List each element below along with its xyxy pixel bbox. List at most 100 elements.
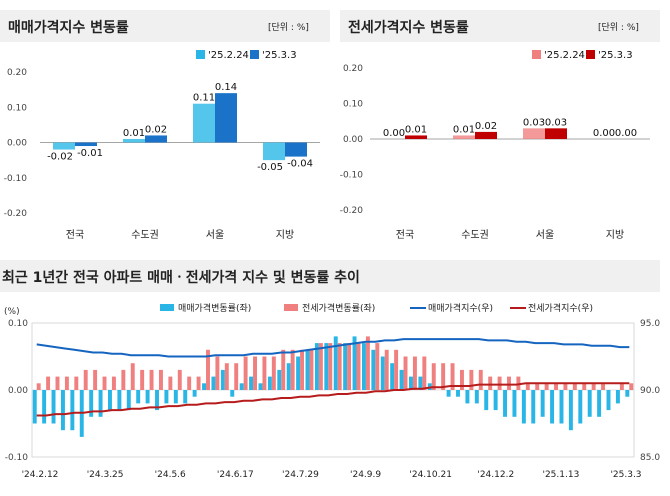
- bar-sale-change: [108, 390, 112, 411]
- bar-sale-change: [606, 390, 611, 411]
- bar-rent-change: [544, 383, 549, 390]
- y-left-tick-label: 0.00: [8, 386, 28, 396]
- bar-sale-change: [70, 390, 75, 431]
- bar-rent-change: [629, 383, 634, 390]
- data-label: 0.01: [405, 124, 427, 135]
- bar-sale-change: [484, 390, 489, 411]
- bar-sale-change: [51, 390, 56, 424]
- x-tick-label: '24.7.29: [282, 470, 319, 480]
- bar-sale-change: [220, 369, 225, 390]
- bar-rent-change: [55, 376, 60, 390]
- bar-rent-change: [516, 376, 521, 390]
- bar-sale-change: [314, 343, 319, 390]
- data-label: 0.01: [453, 124, 475, 135]
- bar-sale-change: [267, 376, 272, 390]
- data-label: 0.00: [383, 128, 405, 139]
- bar-sale-change: [568, 390, 573, 431]
- trend-panel: 최근 1년간 전국 아파트 매매ㆍ전세가격 지수 및 변동률 추이 (%) 매매…: [0, 260, 660, 480]
- bar-sale-change: [446, 390, 451, 397]
- bar-prev: [123, 138, 145, 143]
- bar-prev: [193, 103, 215, 143]
- y-tick-label: -0.10: [340, 171, 364, 181]
- rent-panel-title: 전세가격지수 변동률: [348, 19, 469, 36]
- bar-rent-change: [563, 383, 568, 390]
- category-label: 서울: [206, 229, 224, 241]
- bar-sale-change: [286, 363, 291, 390]
- legend-label: 전세가격변동률(좌): [302, 302, 375, 314]
- bar-rent-change: [318, 343, 323, 390]
- bar-sale-change: [615, 390, 620, 404]
- sale-panel-unit: [단위 : %]: [268, 22, 309, 33]
- bar-rent-change: [375, 343, 380, 390]
- rent-change-panel: 전세가격지수 변동률 [단위 : %] '25.2.24 '25.3.3 0.20…: [340, 10, 660, 241]
- x-tick-label: '24.9.9: [350, 470, 381, 480]
- bar-rent-change: [253, 356, 257, 390]
- bar-sale-change: [352, 336, 357, 390]
- bar-rent-change: [93, 369, 98, 390]
- y-tick-label: 0.20: [343, 64, 363, 74]
- trend-panel-header: [0, 260, 660, 292]
- data-label: -0.04: [287, 159, 313, 170]
- bar-sale-change: [324, 343, 329, 390]
- bar-sale-change: [465, 390, 470, 404]
- bar-rent-change: [431, 363, 436, 390]
- legend-swatch: [284, 304, 298, 311]
- bar-rent-change: [619, 383, 624, 390]
- bar-rent-change: [74, 376, 79, 390]
- bar-rent-change: [384, 349, 389, 390]
- sale-index-line: [36, 338, 630, 358]
- rent-index-line: [36, 382, 630, 417]
- data-label: 0.14: [215, 82, 237, 93]
- bar-rent-change: [121, 369, 126, 390]
- bar-rent-change: [290, 349, 295, 390]
- bar-sale-change: [98, 390, 103, 417]
- bar-sale-change: [183, 390, 188, 404]
- category-label: 전국: [396, 229, 414, 241]
- bar-rent-change: [422, 356, 427, 390]
- bar-sale-change: [42, 390, 47, 424]
- bar-rent-change: [572, 383, 577, 390]
- x-tick-label: '25.3.3: [610, 470, 641, 480]
- bar-curr: [545, 128, 567, 139]
- x-tick-label: '24.2.12: [22, 470, 59, 480]
- bar-rent-change: [83, 369, 88, 390]
- bar-rent-change: [177, 369, 182, 390]
- legend-label: '25.2.24: [208, 50, 249, 61]
- bar-rent-change: [441, 363, 446, 390]
- y-right-tick-label: 85.0: [640, 453, 660, 463]
- bar-rent-change: [525, 383, 530, 390]
- bar-curr: [475, 131, 497, 139]
- bar-rent-change: [196, 376, 201, 390]
- bar-sale-change: [399, 369, 404, 390]
- data-label: 0.01: [123, 128, 145, 139]
- data-label: 0.02: [475, 121, 497, 132]
- bar-rent-change: [46, 376, 51, 390]
- bar-sale-change: [202, 383, 207, 390]
- bar-rent-change: [64, 376, 69, 390]
- legend-swatch: [160, 304, 174, 311]
- bar-sale-change: [136, 390, 141, 404]
- bar-sale-change: [89, 390, 94, 417]
- bar-rent-change: [36, 383, 41, 390]
- y-right-tick-label: 95.0: [640, 319, 660, 329]
- category-label: 서울: [536, 229, 554, 241]
- bar-rent-change: [507, 376, 511, 390]
- rent-panel-header: [340, 10, 660, 42]
- legend-swatch: [532, 50, 541, 59]
- bar-rent-change: [271, 356, 276, 390]
- bar-rent-change: [168, 376, 173, 390]
- bar-rent-change: [140, 369, 145, 390]
- bar-rent-change: [582, 383, 587, 390]
- bar-rent-change: [102, 376, 107, 390]
- legend-label: 매매가격지수(우): [428, 302, 493, 314]
- sale-panel-bars: 전국 -0.02 -0.01 수도권 0.01 0.02 서울 0.110.14 지방 -0.05…: [47, 82, 313, 241]
- category-label: 지방: [606, 229, 624, 241]
- trend-panel-lines: [36, 338, 630, 417]
- y-tick-label: 0.00: [7, 139, 27, 149]
- y-tick-label: -0.10: [4, 174, 28, 184]
- bar-curr: [215, 93, 237, 143]
- bar-rent-change: [206, 349, 210, 390]
- sale-panel-legend: '25.2.24 '25.3.3: [196, 50, 297, 61]
- bar-rent-change: [591, 383, 596, 390]
